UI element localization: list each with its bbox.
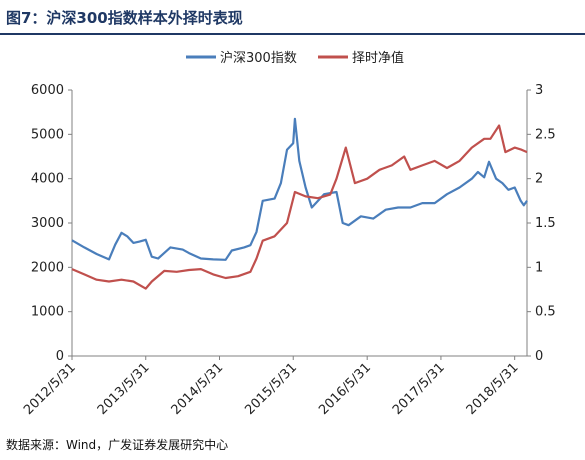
y-right-tick-label: 1 [535, 260, 543, 275]
x-tick-label: 2015/5/31 [242, 360, 300, 418]
x-tick-label: 2016/5/31 [316, 360, 374, 418]
y-right-tick-label: 0 [535, 349, 543, 364]
y-left-tick-label: 5000 [31, 127, 64, 142]
y-right-tick-label: 0.5 [535, 305, 556, 320]
y-left-tick-label: 1000 [31, 305, 64, 320]
series-line-timing-nav [71, 124, 528, 290]
x-tick-label: 2012/5/31 [21, 360, 79, 418]
y-left-tick-label: 6000 [31, 83, 64, 98]
y-left-tick-label: 0 [56, 349, 64, 364]
y-left-tick-label: 3000 [31, 216, 64, 231]
y-right-tick-label: 1.5 [535, 216, 556, 231]
y-right-tick-label: 2 [535, 172, 543, 187]
y-right-tick-label: 2.5 [535, 127, 556, 142]
x-tick-label: 2017/5/31 [390, 360, 448, 418]
x-tick-label: 2014/5/31 [169, 360, 227, 418]
x-tick-label: 2013/5/31 [95, 360, 153, 418]
x-tick-label: 2018/5/31 [464, 360, 522, 418]
y-right-tick-label: 3 [535, 83, 543, 98]
title-bar: 图7：沪深300指数样本外择时表现 [0, 0, 585, 35]
y-left-tick-label: 4000 [31, 172, 64, 187]
legend-label: 沪深300指数 [220, 50, 297, 66]
chart-title: 图7：沪深300指数样本外择时表现 [6, 9, 243, 27]
y-left-tick-label: 2000 [31, 260, 64, 275]
legend-label: 择时净值 [352, 50, 404, 66]
title-underline [0, 33, 585, 35]
series-line-hs300 [71, 117, 528, 261]
line-chart: 0 1000 2000 3000 4000 5000 6000 0 0.5 1 1.5 2 2.5 3 20… [21, 50, 556, 418]
source-note: 数据来源：Wind，广发证券发展研究中心 [6, 438, 229, 452]
